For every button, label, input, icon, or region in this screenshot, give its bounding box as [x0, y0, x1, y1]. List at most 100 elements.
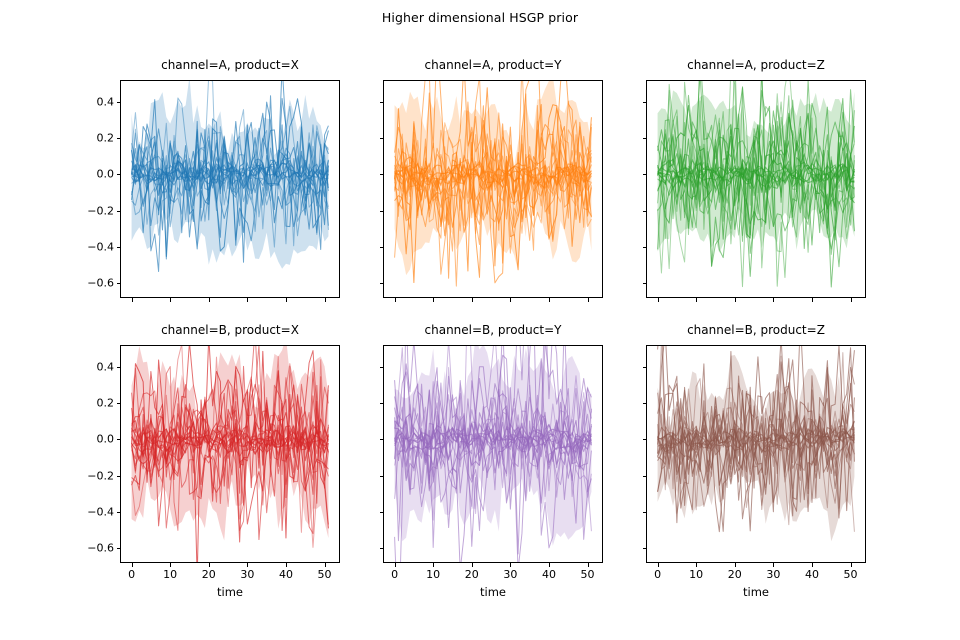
prior-sample-line — [394, 120, 592, 234]
subplot-a-z: channel=A, product=Z — [642, 58, 866, 302]
x-tick-mark — [433, 298, 435, 302]
prior-sample-lines — [394, 345, 592, 563]
prior-sample-line — [394, 163, 592, 192]
subplot-b-x: channel=B, product=X 0.4 0.2 0.0 −0.2 −0.4 −0.… — [87, 323, 340, 599]
y-tick-mark — [379, 210, 383, 212]
y-tick-label: −0.2 — [87, 469, 114, 483]
x-tick-mark — [208, 563, 210, 567]
x-tick-mark — [324, 298, 326, 302]
x-tick-label: 0 — [391, 568, 399, 581]
y-tick-mark — [116, 403, 120, 405]
prior-sample-line — [394, 422, 592, 456]
prior-sample-line — [394, 345, 592, 532]
y-tick-mark — [642, 475, 646, 477]
prior-sample-line — [657, 80, 855, 250]
axes-frame — [646, 345, 866, 563]
x-tick-mark — [587, 563, 589, 567]
x-tick-mark — [811, 563, 813, 567]
y-tick-mark — [379, 439, 383, 441]
x-tick-mark — [548, 563, 550, 567]
y-tick-mark — [116, 439, 120, 441]
x-tick-mark — [394, 298, 396, 302]
prior-sample-line — [131, 160, 329, 189]
x-tick-mark — [471, 298, 473, 302]
x-tick-label: 50 — [317, 568, 332, 581]
y-tick-mark — [116, 174, 120, 176]
subplot-title: channel=A, product=Z — [687, 58, 825, 72]
x-tick-mark — [548, 298, 550, 302]
y-tick-label: 0.4 — [96, 95, 115, 109]
prior-sample-line — [657, 419, 855, 454]
subplot-a-x: channel=A, product=X 0.4 0.2 0.0 −0.2 −0.4 −0.… — [87, 58, 340, 302]
y-tick-label: 0.0 — [96, 432, 115, 446]
prior-sample-line — [394, 87, 592, 272]
y-tick-mark — [642, 174, 646, 176]
x-tick-mark — [510, 563, 512, 567]
prior-sample-line — [131, 427, 329, 455]
x-tick-mark — [773, 563, 775, 567]
x-tick-label: 30 — [240, 568, 255, 581]
prior-sample-line — [394, 419, 592, 454]
prior-sample-line — [657, 152, 855, 197]
x-tick-mark — [811, 298, 813, 302]
y-tick-mark — [116, 283, 120, 285]
x-axis-label: time — [743, 585, 769, 599]
prior-sample-line — [131, 147, 329, 232]
x-tick-label: 20 — [727, 568, 742, 581]
y-tick-mark — [642, 548, 646, 550]
y-tick-label: 0.4 — [96, 360, 115, 374]
x-tick-label: 0 — [128, 568, 136, 581]
y-tick-mark — [642, 439, 646, 441]
subplot-title: channel=B, product=Y — [424, 323, 562, 337]
y-tick-label: 0.0 — [96, 167, 115, 181]
y-tick-mark — [116, 138, 120, 140]
x-tick-mark — [170, 298, 172, 302]
x-tick-mark — [247, 563, 249, 567]
x-tick-label: 10 — [426, 568, 441, 581]
prior-sample-lines — [131, 345, 329, 563]
x-tick-label: 40 — [804, 568, 819, 581]
x-axis-label: time — [217, 585, 243, 599]
x-tick-mark — [131, 563, 133, 567]
x-tick-mark — [734, 563, 736, 567]
x-tick-label: 30 — [503, 568, 518, 581]
x-tick-mark — [510, 298, 512, 302]
y-tick-label: −0.2 — [87, 204, 114, 218]
subplot-a-y: channel=A, product=Y — [379, 58, 603, 302]
prior-sample-line — [131, 80, 329, 263]
y-tick-label: −0.4 — [87, 505, 114, 519]
prior-sample-line — [131, 98, 329, 257]
x-tick-mark — [324, 563, 326, 567]
x-tick-mark — [394, 563, 396, 567]
x-tick-mark — [696, 563, 698, 567]
x-tick-mark — [734, 298, 736, 302]
x-tick-label: 10 — [689, 568, 704, 581]
y-tick-mark — [379, 548, 383, 550]
axes-frame — [646, 80, 866, 298]
x-tick-mark — [170, 563, 172, 567]
x-tick-mark — [850, 563, 852, 567]
y-tick-mark — [116, 366, 120, 368]
prior-sample-line — [394, 156, 592, 192]
y-tick-mark — [379, 138, 383, 140]
prior-sample-line — [394, 345, 592, 563]
prior-sample-line — [131, 159, 329, 191]
y-tick-mark — [116, 512, 120, 514]
x-tick-mark — [696, 298, 698, 302]
prior-sample-line — [131, 424, 329, 459]
x-tick-mark — [850, 298, 852, 302]
x-tick-mark — [433, 563, 435, 567]
prior-sample-line — [657, 87, 855, 277]
y-tick-mark — [379, 512, 383, 514]
prior-sample-lines — [394, 80, 592, 287]
y-tick-mark — [642, 512, 646, 514]
x-tick-mark — [657, 298, 659, 302]
subplot-title: channel=B, product=X — [161, 323, 299, 337]
prior-sample-line — [657, 158, 855, 190]
subplot-title: channel=B, product=Z — [687, 323, 825, 337]
y-tick-mark — [116, 101, 120, 103]
x-tick-label: 20 — [464, 568, 479, 581]
x-tick-label: 40 — [278, 568, 293, 581]
plot-area — [657, 345, 855, 542]
subplot-title: channel=A, product=Y — [424, 58, 562, 72]
